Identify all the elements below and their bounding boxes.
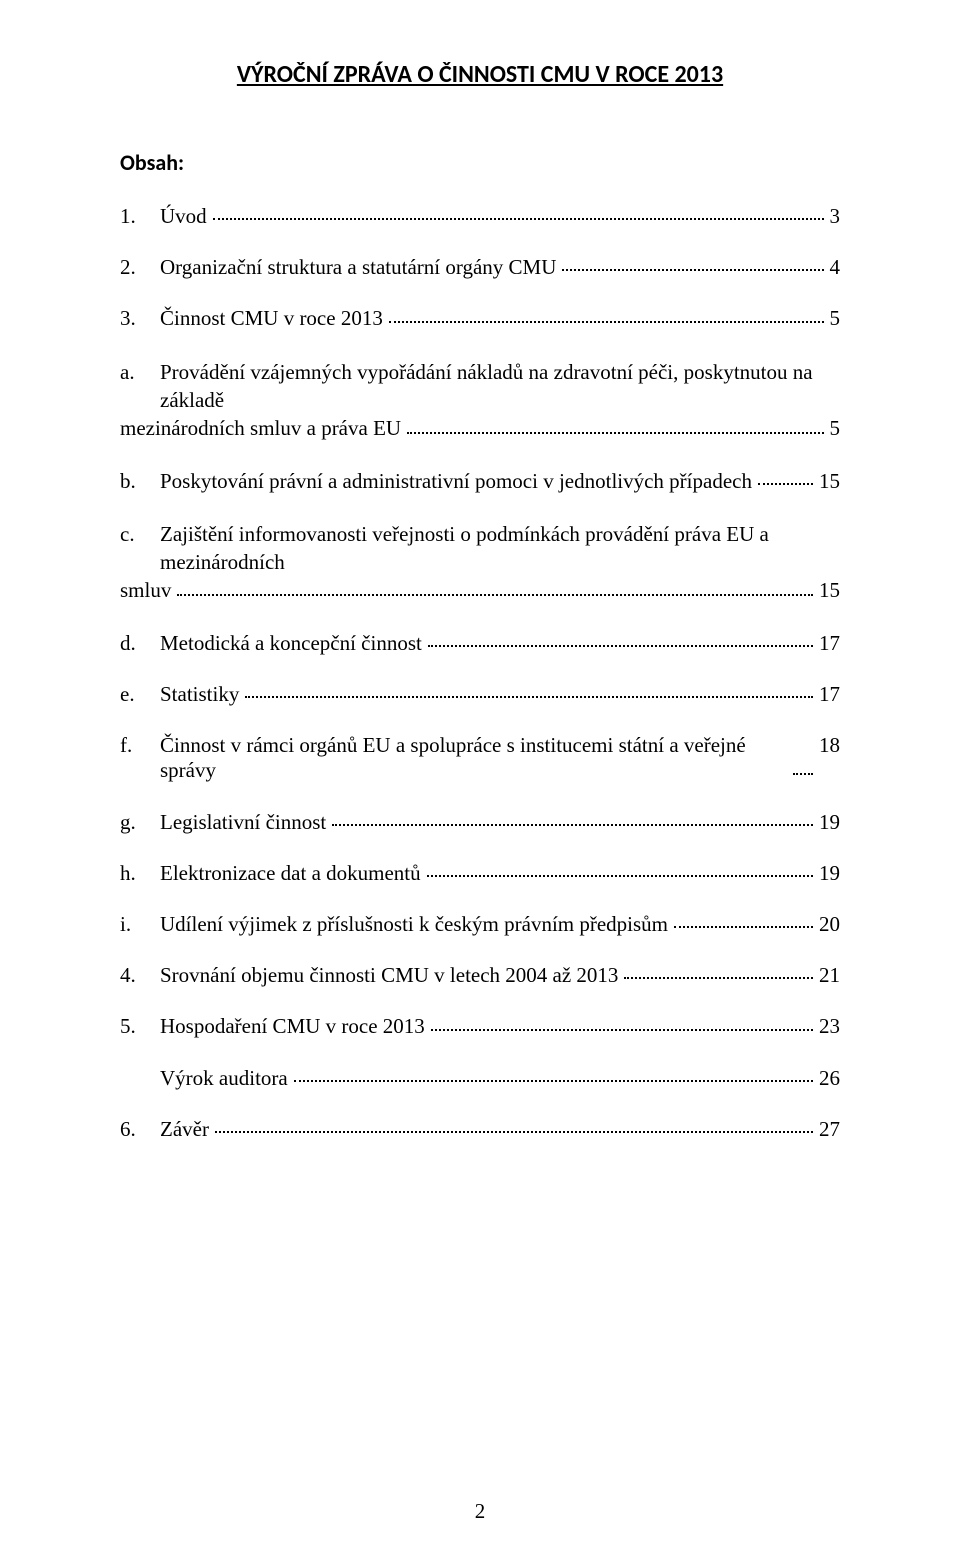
toc-subentry: x. Výrok auditora 26 (120, 1066, 840, 1091)
toc-leader-dots (793, 772, 813, 775)
toc-page: 19 (819, 861, 840, 886)
toc-text: Úvod (160, 204, 207, 229)
toc-leader-dots (213, 217, 824, 220)
toc-entry: 1. Úvod 3 (120, 204, 840, 229)
toc-text: Zajištění informovanosti veřejnosti o po… (160, 520, 840, 577)
toc-number: 6. (120, 1117, 160, 1142)
toc-subentry: c. Zajištění informovanosti veřejnosti o… (120, 520, 840, 605)
toc-leader-dots (674, 925, 813, 928)
toc-page: 17 (819, 631, 840, 656)
toc-text: Organizační struktura a statutární orgán… (160, 255, 556, 280)
toc-number: i. (120, 912, 160, 937)
toc-page: 20 (819, 912, 840, 937)
toc-text: mezinárodních smluv a práva EU (120, 414, 401, 442)
toc-leader-dots (562, 268, 823, 271)
toc-leader-dots (624, 976, 813, 979)
toc-number: f. (120, 733, 160, 758)
toc-number: c. (120, 520, 160, 548)
toc-page: 21 (819, 963, 840, 988)
toc-leader-dots (407, 431, 823, 434)
toc-page: 18 (819, 733, 840, 758)
toc-subentry: b. Poskytování právní a administrativní … (120, 469, 840, 494)
toc-number: a. (120, 358, 160, 386)
toc-leader-dots (389, 320, 824, 323)
toc-subentry: i. Udílení výjimek z příslušnosti k česk… (120, 912, 840, 937)
toc-page: 5 (830, 414, 841, 442)
toc-leader-dots (215, 1130, 813, 1133)
toc-entry: 5. Hospodaření CMU v roce 2013 23 (120, 1014, 840, 1039)
page-title: VÝROČNÍ ZPRÁVA O ČINNOSTI CMU V ROCE 201… (120, 60, 840, 89)
toc-page: 5 (830, 306, 841, 331)
toc-leader-dots (332, 823, 813, 826)
toc-number: e. (120, 682, 160, 707)
toc-subentry: h. Elektronizace dat a dokumentů 19 (120, 861, 840, 886)
toc-text: Elektronizace dat a dokumentů (160, 861, 421, 886)
toc-number: g. (120, 810, 160, 835)
toc-page: 19 (819, 810, 840, 835)
toc-leader-dots (294, 1079, 813, 1082)
toc-page: 23 (819, 1014, 840, 1039)
toc-subentry: f. Činnost v rámci orgánů EU a spoluprác… (120, 733, 840, 783)
toc-entry: 3. Činnost CMU v roce 2013 5 (120, 306, 840, 331)
toc-text: Udílení výjimek z příslušnosti k českým … (160, 912, 668, 937)
toc-entry: 4. Srovnání objemu činnosti CMU v letech… (120, 963, 840, 988)
toc-text: smluv (120, 576, 171, 604)
toc-number: 4. (120, 963, 160, 988)
toc-subentry: d. Metodická a koncepční činnost 17 (120, 631, 840, 656)
toc-number: 2. (120, 255, 160, 280)
toc-subentry: e. Statistiky 17 (120, 682, 840, 707)
toc-leader-dots (177, 593, 813, 596)
toc-subentry: g. Legislativní činnost 19 (120, 810, 840, 835)
toc-leader-dots (431, 1028, 813, 1031)
toc-text: Provádění vzájemných vypořádání nákladů … (160, 358, 840, 415)
toc-number: 3. (120, 306, 160, 331)
toc-page: 27 (819, 1117, 840, 1142)
toc-leader-dots (245, 695, 813, 698)
toc-leader-dots (758, 482, 813, 485)
toc-text: Činnost v rámci orgánů EU a spolupráce s… (160, 733, 787, 783)
toc-text: Poskytování právní a administrativní pom… (160, 469, 752, 494)
toc-text: Metodická a koncepční činnost (160, 631, 422, 656)
toc-number: h. (120, 861, 160, 886)
toc-number: d. (120, 631, 160, 656)
toc-entry: 2. Organizační struktura a statutární or… (120, 255, 840, 280)
toc-text: Hospodaření CMU v roce 2013 (160, 1014, 425, 1039)
page-number-footer: 2 (0, 1499, 960, 1524)
toc-number: b. (120, 469, 160, 494)
toc-page: 4 (830, 255, 841, 280)
toc-page: 3 (830, 204, 841, 229)
toc-page: 15 (819, 576, 840, 604)
toc-leader-dots (427, 874, 813, 877)
toc-text: Srovnání objemu činnosti CMU v letech 20… (160, 963, 618, 988)
toc-subentry: a. Provádění vzájemných vypořádání nákla… (120, 358, 840, 443)
toc-text: Legislativní činnost (160, 810, 326, 835)
toc-leader-dots (428, 644, 813, 647)
toc-number: 5. (120, 1014, 160, 1039)
page-container: VÝROČNÍ ZPRÁVA O ČINNOSTI CMU V ROCE 201… (0, 0, 960, 1564)
toc-page: 15 (819, 469, 840, 494)
toc-entry: 6. Závěr 27 (120, 1117, 840, 1142)
toc-heading: Obsah: (120, 149, 840, 176)
toc-text: Statistiky (160, 682, 239, 707)
toc-text: Činnost CMU v roce 2013 (160, 306, 383, 331)
toc-number: 1. (120, 204, 160, 229)
toc-page: 26 (819, 1066, 840, 1091)
toc-text: Výrok auditora (160, 1066, 288, 1091)
toc-page: 17 (819, 682, 840, 707)
toc-text: Závěr (160, 1117, 209, 1142)
